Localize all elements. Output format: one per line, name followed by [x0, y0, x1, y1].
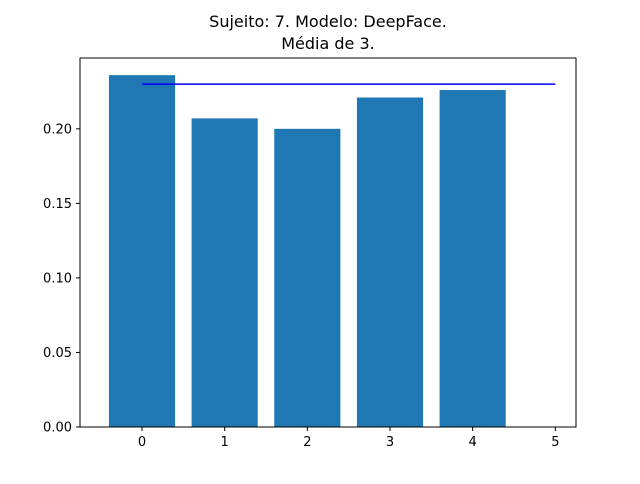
y-axis-ticks: 0.00 0.05 0.10 0.15 0.20: [43, 122, 80, 436]
x-tick-label-1: 1: [221, 435, 229, 450]
x-tick-label-0: 0: [138, 435, 146, 450]
y-tick-label-2: 0.10: [43, 271, 72, 286]
x-axis-ticks: 0 1 2 3 4 5: [138, 427, 559, 450]
x-tick-label-2: 2: [303, 435, 311, 450]
x-tick-label-4: 4: [469, 435, 477, 450]
y-tick-label-1: 0.05: [43, 346, 72, 361]
bar-2: [274, 128, 341, 427]
bar-1: [191, 118, 258, 427]
bar-0: [108, 75, 176, 428]
chart-title-line-2: Média de 3.: [281, 34, 375, 53]
bar-3: [356, 97, 424, 427]
bar-4: [439, 90, 506, 428]
x-tick-label-3: 3: [386, 435, 394, 450]
y-tick-label-4: 0.20: [43, 122, 72, 137]
y-tick-label-3: 0.15: [43, 197, 72, 212]
y-tick-label-0: 0.00: [43, 421, 72, 436]
x-tick-label-5: 5: [551, 435, 559, 450]
axes-layer: [79, 57, 577, 428]
chart-title-line-1: Sujeito: 7. Modelo: DeepFace.: [209, 12, 447, 31]
bars-layer: [108, 75, 506, 428]
plot-frame: [79, 57, 577, 428]
